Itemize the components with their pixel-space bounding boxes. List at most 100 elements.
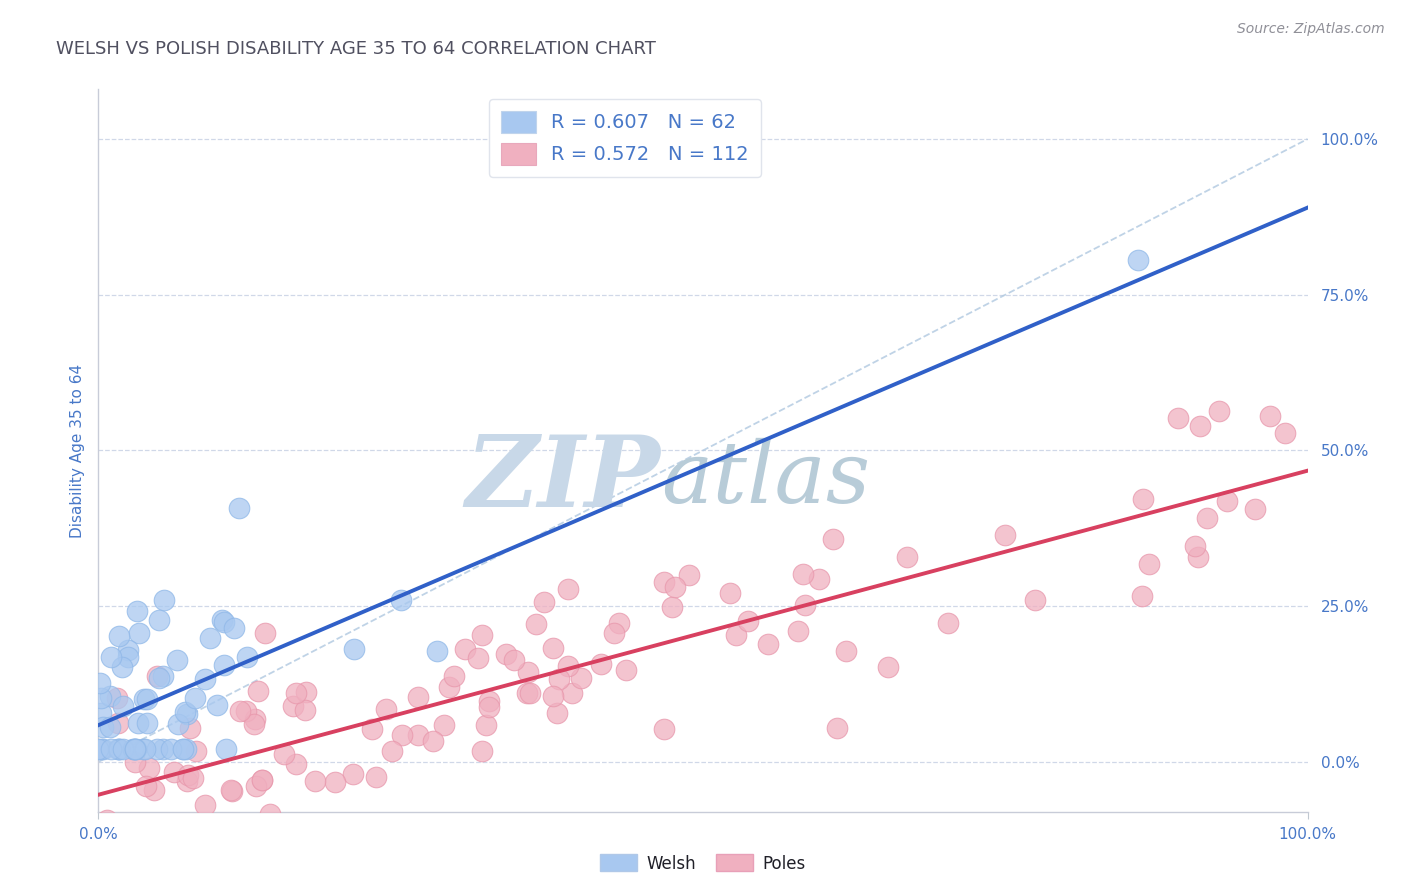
Point — [994, 528, 1017, 542]
Point — [166, 717, 188, 731]
Point — [323, 775, 346, 789]
Point — [1024, 593, 1046, 607]
Point — [146, 669, 169, 683]
Point — [1197, 511, 1219, 525]
Point — [343, 641, 366, 656]
Legend: Welsh, Poles: Welsh, Poles — [593, 847, 813, 880]
Point — [541, 640, 564, 655]
Point — [250, 773, 273, 788]
Point — [152, 742, 174, 756]
Point — [281, 699, 304, 714]
Point — [1216, 493, 1239, 508]
Point — [718, 586, 741, 600]
Point — [215, 742, 238, 756]
Point — [285, 686, 308, 700]
Point — [471, 744, 494, 758]
Point — [100, 650, 122, 665]
Point — [1187, 549, 1209, 564]
Point — [176, 773, 198, 788]
Point — [108, 628, 131, 642]
Point — [936, 616, 959, 631]
Point — [250, 772, 273, 787]
Point — [495, 647, 517, 661]
Legend: R = 0.607   N = 62, R = 0.572   N = 112: R = 0.607 N = 62, R = 0.572 N = 112 — [489, 99, 761, 177]
Point — [163, 764, 186, 779]
Point — [117, 649, 139, 664]
Point — [821, 533, 844, 547]
Point — [825, 721, 848, 735]
Point — [561, 686, 583, 700]
Point — [1137, 557, 1160, 571]
Point — [117, 642, 139, 657]
Point — [127, 838, 149, 853]
Point — [132, 691, 155, 706]
Point — [200, 631, 222, 645]
Point — [614, 663, 637, 677]
Point — [342, 767, 364, 781]
Point — [91, 742, 114, 756]
Point — [285, 757, 308, 772]
Point — [808, 572, 831, 586]
Point — [240, 848, 263, 863]
Point — [209, 848, 232, 863]
Point — [433, 718, 456, 732]
Point — [1132, 492, 1154, 507]
Point — [519, 686, 541, 700]
Point — [678, 568, 700, 582]
Point — [467, 651, 489, 665]
Point — [184, 691, 207, 706]
Point — [205, 698, 228, 713]
Point — [1208, 403, 1230, 417]
Point — [1184, 539, 1206, 553]
Point — [1167, 411, 1189, 425]
Point — [792, 567, 814, 582]
Point — [124, 742, 146, 756]
Point — [135, 692, 157, 706]
Point — [541, 689, 564, 703]
Point — [361, 722, 384, 736]
Point — [194, 673, 217, 687]
Point — [661, 599, 683, 614]
Point — [152, 593, 174, 607]
Point — [877, 660, 900, 674]
Point — [111, 742, 134, 756]
Point — [652, 575, 675, 590]
Point — [426, 644, 449, 658]
Point — [246, 683, 269, 698]
Point — [664, 581, 686, 595]
Point — [273, 747, 295, 762]
Point — [89, 675, 111, 690]
Point — [124, 742, 146, 756]
Point — [98, 721, 121, 735]
Point — [546, 706, 568, 721]
Point — [176, 768, 198, 782]
Point — [124, 755, 146, 769]
Point — [737, 614, 759, 628]
Point — [91, 720, 114, 734]
Point — [516, 665, 538, 680]
Point — [422, 733, 444, 747]
Point — [602, 626, 624, 640]
Point — [725, 628, 748, 642]
Point — [87, 742, 110, 756]
Point — [259, 807, 281, 822]
Point — [176, 706, 198, 721]
Point — [794, 598, 817, 612]
Point — [471, 627, 494, 641]
Point — [125, 742, 148, 756]
Point — [475, 717, 498, 731]
Point — [524, 617, 547, 632]
Point — [96, 814, 118, 828]
Point — [125, 604, 148, 618]
Point — [146, 742, 169, 756]
Y-axis label: Disability Age 35 to 64: Disability Age 35 to 64 — [69, 363, 84, 538]
Point — [221, 784, 243, 798]
Point — [569, 671, 592, 685]
Point — [1188, 418, 1211, 433]
Text: ZIP: ZIP — [465, 431, 661, 527]
Point — [503, 653, 526, 667]
Point — [236, 650, 259, 665]
Point — [172, 742, 194, 756]
Point — [131, 742, 153, 756]
Point — [245, 779, 267, 793]
